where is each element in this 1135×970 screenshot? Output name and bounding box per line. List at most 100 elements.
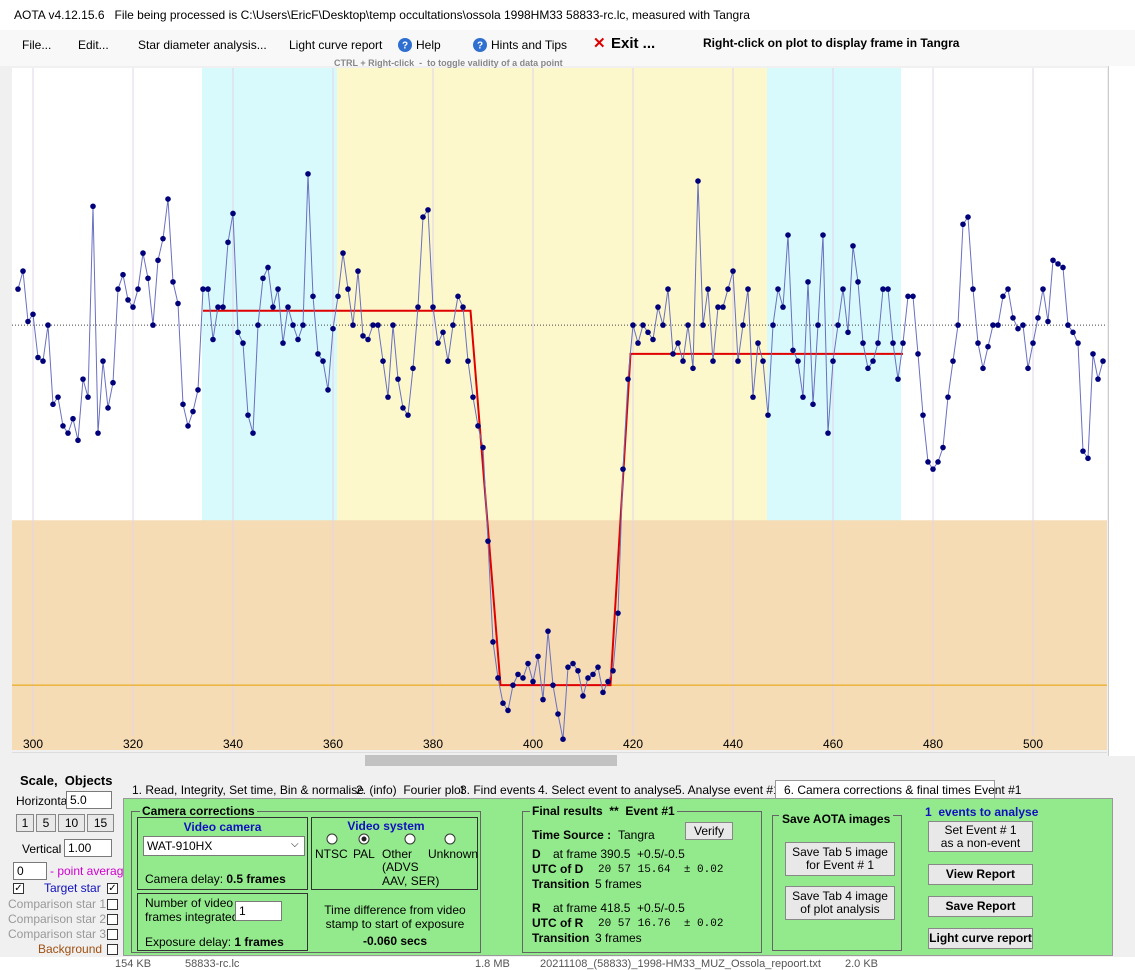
vertical-input[interactable]: 1.00 (64, 839, 112, 857)
horizontal-input[interactable]: 5.0 (66, 791, 112, 809)
data-point (225, 239, 231, 246)
menu-item[interactable]: Hints and Tips (491, 38, 568, 52)
x-tick-label: 440 (723, 737, 743, 750)
radio-label[interactable]: PAL (353, 847, 375, 861)
data-point (1005, 286, 1011, 292)
scale-button[interactable]: 15 (87, 814, 114, 832)
tab[interactable]: 4. Select event to analyse (538, 783, 676, 797)
data-point (160, 235, 166, 242)
data-point (485, 538, 491, 544)
radio-label[interactable]: Unknown (428, 847, 479, 861)
data-point (1095, 376, 1101, 382)
data-point (860, 340, 866, 346)
menu-item[interactable]: Light curve report (289, 38, 383, 52)
data-point (295, 336, 301, 343)
average-select[interactable]: 0 (13, 862, 47, 880)
scale-button[interactable]: 1 (16, 814, 34, 832)
scale-button[interactable]: 10 (58, 814, 85, 832)
data-point (690, 365, 696, 372)
object-label: Comparison star 2 (8, 912, 107, 926)
data-point (1075, 340, 1081, 346)
data-point (80, 376, 86, 382)
data-point (655, 304, 661, 310)
data-point (695, 178, 701, 184)
data-point (905, 293, 911, 300)
label: UTC of R (532, 916, 584, 930)
data-point (380, 358, 386, 364)
tab[interactable]: 5. Analyse event #1 (675, 783, 780, 797)
save-button[interactable]: Save Tab 4 image of plot analysis (785, 886, 895, 920)
radio-group[interactable] (311, 832, 478, 846)
frames-select[interactable]: 1 (235, 901, 282, 921)
tab-active[interactable]: 6. Camera corrections & final times Even… (775, 780, 1021, 798)
data-point (765, 412, 771, 418)
taskbar (0, 957, 1135, 970)
data-point (420, 214, 426, 220)
data-point (820, 232, 826, 238)
file-name[interactable]: 58833-rc.lc (185, 958, 240, 970)
verify-button[interactable]: Verify (685, 822, 733, 840)
data-point (1010, 315, 1016, 321)
data-point (735, 358, 741, 364)
data-point (335, 293, 341, 300)
checkbox[interactable]: ✓ (107, 883, 118, 894)
exit-icon: ✕ (593, 35, 606, 52)
label: Number of video frames integrated (145, 896, 239, 924)
label: Exposure delay: 1 frames (145, 935, 284, 949)
data-point (85, 394, 91, 400)
menu-item[interactable]: Help (416, 38, 441, 52)
data-point (795, 358, 801, 364)
data-point (770, 322, 776, 328)
tab[interactable]: 2. (info) Fourier plot (356, 783, 465, 797)
tab[interactable]: 3. Find events (460, 783, 536, 797)
scroll-thumb[interactable] (365, 755, 617, 766)
event-button[interactable]: Set Event # 1 as a non-event (928, 821, 1033, 852)
title-bar (0, 0, 1135, 30)
scale-button[interactable]: 5 (36, 814, 56, 832)
data-point (430, 304, 436, 310)
menu-hint: Right-click on plot to display frame in … (703, 36, 960, 50)
data-point (775, 286, 781, 292)
data-point (575, 667, 581, 674)
report-button[interactable]: View Report (928, 864, 1033, 885)
checkbox[interactable] (107, 899, 118, 910)
checkbox[interactable]: ✓ (13, 883, 24, 894)
radio-label[interactable]: NTSC (315, 847, 348, 861)
data-point (435, 340, 441, 346)
data-point (100, 358, 106, 364)
menu-item[interactable]: File... (22, 38, 52, 52)
group-title: Video camera (183, 820, 262, 834)
radio-label[interactable]: Other (382, 847, 413, 861)
data-point (620, 466, 626, 472)
menu-item[interactable]: Exit ... (611, 35, 656, 52)
save-button[interactable]: Save Tab 5 image for Event # 1 (785, 842, 895, 876)
data-point (845, 329, 851, 336)
report-button[interactable]: Light curve report (928, 928, 1033, 949)
data-point (360, 333, 366, 339)
data-point (270, 304, 276, 310)
data-point (610, 667, 616, 674)
tab[interactable]: 1. Read, Integrity, Set time, Bin & norm… (132, 783, 364, 797)
data-point (910, 293, 916, 300)
data-point (920, 412, 926, 418)
light-curve-plot[interactable]: 300 320 340 360 380 400 420 440 460 480 500 (12, 68, 1107, 750)
data-point (15, 286, 21, 292)
file-name[interactable]: 20211108_(58833)_1998-HM33_MUZ_Ossola_re… (540, 958, 821, 970)
menu-item[interactable]: Star diameter analysis... (138, 38, 267, 52)
data-point (60, 423, 66, 429)
checkbox[interactable] (107, 944, 118, 955)
menu-item[interactable]: Edit... (78, 38, 109, 52)
data-point (175, 300, 181, 307)
checkbox[interactable] (107, 914, 118, 925)
data-point (665, 286, 671, 292)
group-title: 1 events to analyse (925, 805, 1039, 819)
data-point (710, 358, 716, 364)
checkbox[interactable] (107, 929, 118, 940)
data-point (1045, 318, 1051, 325)
camera-select[interactable]: WAT-910HX (143, 836, 305, 856)
report-button[interactable]: Save Report (928, 896, 1033, 917)
data-point (685, 322, 691, 328)
value: 20 57 16.76 ± 0.02 (598, 918, 724, 930)
data-point (630, 322, 636, 328)
